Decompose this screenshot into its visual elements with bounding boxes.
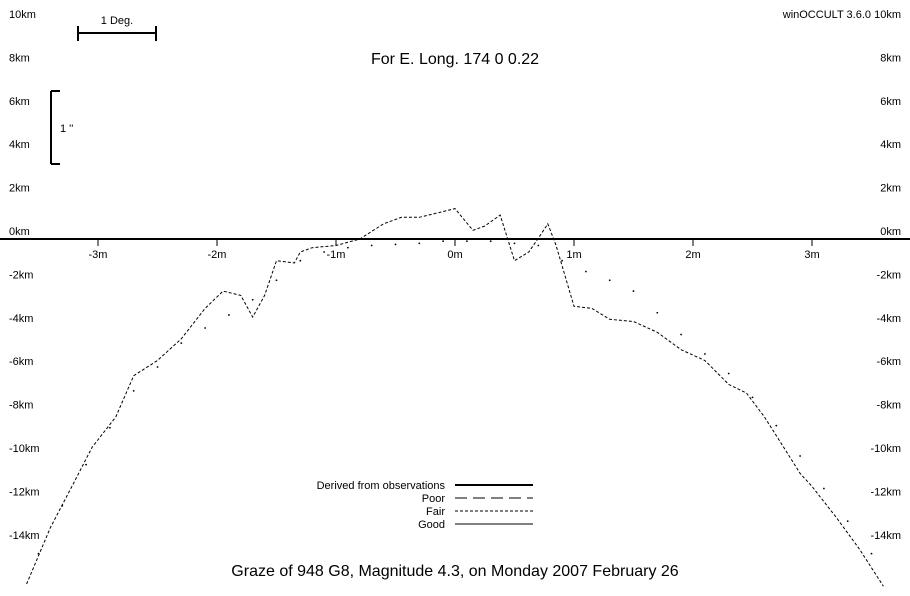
- y-tick-label-right: -4km: [877, 313, 901, 325]
- limb-profile-point: [394, 243, 397, 246]
- y-tick-label-left: 6km: [9, 96, 30, 108]
- y-tick-label-left: -10km: [9, 443, 40, 455]
- x-tick-label: 1m: [566, 249, 581, 261]
- limb-profile-point: [537, 244, 540, 247]
- y-tick-label-left: 10km: [9, 9, 36, 21]
- y-tick-label-left: -4km: [9, 313, 33, 325]
- limb-profile-point: [846, 520, 849, 522]
- graze-footer: Graze of 948 G8, Magnitude 4.3, on Monda…: [231, 563, 678, 580]
- y-tick-label-right: 10km: [874, 9, 901, 21]
- limb-profile-point: [370, 244, 373, 247]
- axes-layer: [0, 238, 910, 246]
- limb-profile-point: [228, 314, 230, 316]
- limb-profile-point: [132, 390, 135, 392]
- y-tick-label-right: 8km: [880, 52, 901, 64]
- limb-profile-point: [109, 426, 111, 429]
- limb-profile-point: [156, 366, 159, 368]
- limb-profile-point: [418, 242, 421, 245]
- limb-profile-point: [870, 552, 873, 555]
- limb-profile-point: [275, 279, 278, 282]
- limb-profile-point: [823, 487, 825, 490]
- y-tick-label-right: 4km: [880, 139, 901, 151]
- y-tick-label-left: -14km: [9, 530, 40, 542]
- limb-profile-point: [608, 279, 611, 282]
- y-tick-label-right: -2km: [877, 269, 901, 281]
- limb-profile-point: [442, 240, 444, 243]
- limb-profile-point: [704, 353, 706, 355]
- degree-scale-label: 1 Deg.: [101, 15, 133, 27]
- limb-profile-point: [680, 333, 682, 336]
- series-layer: [26, 208, 884, 587]
- y-tick-label-left: -12km: [9, 486, 40, 498]
- y-tick-label-left: -6km: [9, 356, 33, 368]
- limb-profile-point: [61, 505, 64, 507]
- y-tick-label-left: 8km: [9, 52, 30, 64]
- limb-profile-point: [204, 327, 207, 329]
- software-label: winOCCULT 3.6.0: [782, 9, 871, 21]
- limb-profile-point: [585, 270, 587, 273]
- arcsec-scale-bar: 1 '': [50, 90, 73, 165]
- limb-profile-point: [656, 311, 659, 314]
- limb-profile-point: [775, 424, 778, 427]
- limb-profile-point: [799, 455, 801, 457]
- limb-profile-point: [180, 342, 183, 345]
- limb-profile-point: [347, 246, 349, 249]
- legend-label: Good: [418, 519, 445, 531]
- limb-profile-point: [85, 463, 87, 466]
- limb-profile-point: [37, 552, 40, 555]
- limb-profile-point: [251, 298, 254, 301]
- legend-label: Fair: [426, 506, 445, 518]
- limb-profile-point: [751, 396, 754, 399]
- y-tick-label-left: -8km: [9, 400, 33, 412]
- y-tick-label-left: 4km: [9, 139, 30, 151]
- y-tick-label-right: 2km: [880, 183, 901, 195]
- y-tick-label-right: -14km: [870, 530, 901, 542]
- x-tick-label: -1m: [327, 249, 346, 261]
- limb-profile-point: [561, 259, 563, 262]
- x-tick-label: -3m: [89, 249, 108, 261]
- limb-profile-point: [632, 290, 635, 292]
- tick-labels-layer: -3m -2m -1m 0m 1m 2m 3m 10km 10km 8km 8km 6km 6km 4km…: [9, 9, 901, 542]
- x-tick-label: 3m: [804, 249, 819, 261]
- limb-profile-point: [299, 259, 302, 262]
- limb-profile-point: [513, 242, 516, 245]
- x-tick-label: -2m: [208, 249, 227, 261]
- limb-profile-point: [489, 240, 492, 243]
- y-tick-label-right: -6km: [877, 356, 901, 368]
- limb-profile-point: [466, 240, 468, 243]
- arcsec-scale-label: 1 '': [60, 123, 73, 135]
- y-tick-label-right: 0km: [880, 226, 901, 238]
- x-tick-label: 0m: [447, 249, 462, 261]
- y-tick-label-left: 2km: [9, 183, 30, 195]
- limb-profile-line: [26, 208, 884, 587]
- y-tick-label-right: 6km: [880, 96, 901, 108]
- y-tick-label-right: -10km: [870, 443, 901, 455]
- degree-scale-bar: 1 Deg.: [77, 15, 157, 41]
- limb-profile-point: [323, 251, 325, 253]
- limb-profile-point: [727, 372, 730, 375]
- x-tick-label: 2m: [685, 249, 700, 261]
- chart-title: For E. Long. 174 0 0.22: [371, 51, 539, 68]
- legend-label: Poor: [422, 493, 446, 505]
- legend-label: Derived from observations: [317, 480, 446, 492]
- y-tick-label-right: -12km: [870, 486, 901, 498]
- y-tick-label-left: -2km: [9, 269, 33, 281]
- y-tick-label-right: -8km: [877, 400, 901, 412]
- y-tick-label-left: 0km: [9, 226, 30, 238]
